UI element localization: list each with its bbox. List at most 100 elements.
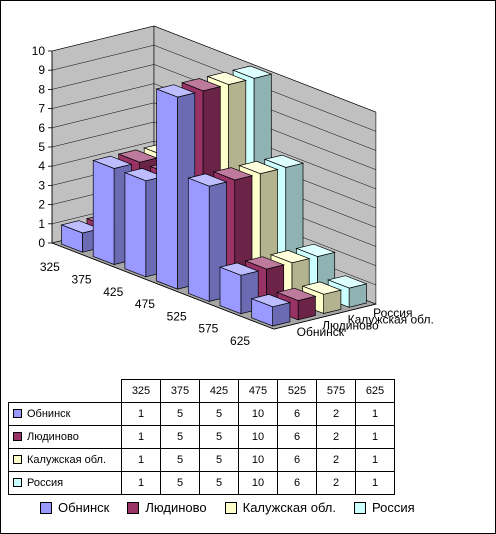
gridline <box>51 83 376 170</box>
series-axis-tick-label: Обнинск <box>297 325 345 339</box>
table-header-cell: 525 <box>277 379 317 403</box>
bar-front-face <box>251 298 273 327</box>
chart-legend: Обнинск Людиново Калужская обл. Россия <box>40 500 480 515</box>
bars <box>60 65 368 327</box>
value-axis-tick-label: 10 <box>32 44 46 58</box>
table-header-cell: 625 <box>355 379 395 403</box>
value-axis-tick-label: 9 <box>38 63 45 77</box>
table-cell: 1 <box>121 448 161 472</box>
series-axis-tick-label: Людиново <box>322 319 379 333</box>
table-row-label-text: Людиново <box>27 431 79 443</box>
bar-front-face <box>219 266 242 315</box>
table-cell: 1 <box>355 448 395 472</box>
bar-front-face <box>187 177 210 302</box>
table-row-label: Обнинск <box>8 402 122 426</box>
legend-item-label: Обнинск <box>58 500 110 515</box>
value-axis: 0 1 2 3 4 5 6 7 8 9 10 <box>32 44 53 250</box>
bar <box>123 168 165 278</box>
legend-key-icon <box>13 478 22 487</box>
table-cell: 6 <box>277 425 317 449</box>
legend-item-label: Людиново <box>145 500 207 515</box>
category-axis-tick-label: 475 <box>135 297 155 311</box>
value-axis-tick-label: 7 <box>38 102 45 116</box>
bar <box>250 294 292 327</box>
value-axis-tick-label: 2 <box>38 198 45 212</box>
category-axis-tick-label: 625 <box>230 334 250 348</box>
value-axis-tick-label: 5 <box>38 140 45 154</box>
table-header-cell: 375 <box>160 379 200 403</box>
category-axis-tick-label: 575 <box>198 322 218 336</box>
gridline <box>51 64 376 151</box>
table-cell: 6 <box>277 448 317 472</box>
legend-item-label: Россия <box>372 500 415 515</box>
table-corner-cell <box>8 379 122 403</box>
table-header-cell: 475 <box>238 379 278 403</box>
category-axis-tick-label: 325 <box>40 260 60 274</box>
table-header-row: 325 375 425 475 525 575 625 <box>8 379 395 403</box>
legend-item-label: Калужская обл. <box>242 500 336 515</box>
legend-key-icon <box>127 501 140 514</box>
value-axis-tick-label: 1 <box>38 217 45 231</box>
gridline <box>51 102 376 190</box>
table-cell: 6 <box>277 471 317 495</box>
category-axis: 325 375 425 475 525 575 625 <box>40 242 275 348</box>
series-axis-tick-label: Россия <box>373 306 412 320</box>
series-axis-tick-label: Калужская обл. <box>348 312 434 326</box>
legend-item: Калужская обл. <box>224 500 336 515</box>
table-header-cell: 425 <box>199 379 239 403</box>
table-header-cell: 575 <box>316 379 356 403</box>
table-header-cell: 325 <box>121 379 161 403</box>
legend-key-icon <box>40 501 52 514</box>
table-cell: 6 <box>277 402 317 426</box>
table-cell: 5 <box>199 471 239 495</box>
table-row: Обнинск 1 5 5 10 6 2 1 <box>8 402 395 426</box>
table-row-label-text: Калужская обл. <box>27 454 107 466</box>
table-row: Калужская обл. 1 5 5 10 6 2 1 <box>8 448 395 472</box>
table-cell: 1 <box>121 471 161 495</box>
table-cell: 1 <box>355 425 395 449</box>
category-axis-tick-label: 525 <box>167 309 187 323</box>
legend-key-icon <box>13 455 22 464</box>
table-row-label-text: Обнинск <box>27 408 71 420</box>
legend-key-icon <box>224 501 237 514</box>
value-axis-tick-label: 6 <box>38 121 45 135</box>
table-cell: 5 <box>160 448 200 472</box>
category-axis-tick-label: 425 <box>103 285 123 299</box>
table-row: Россия 1 5 5 10 6 2 1 <box>8 471 395 495</box>
table-cell: 5 <box>160 402 200 426</box>
table-cell: 10 <box>238 425 278 449</box>
legend-item: Россия <box>354 500 415 515</box>
value-axis-tick-label: 4 <box>38 159 45 173</box>
table-cell: 5 <box>199 425 239 449</box>
legend-item: Людиново <box>127 500 207 515</box>
table-cell: 2 <box>316 448 356 472</box>
legend-key-icon <box>354 501 366 514</box>
table-cell: 5 <box>160 425 200 449</box>
table-cell: 2 <box>316 471 356 495</box>
legend-key-icon <box>13 409 22 418</box>
table-row-label: Калужская обл. <box>8 448 122 472</box>
bar-front-face <box>92 159 115 266</box>
table-row-label-text: Россия <box>27 477 64 489</box>
table-row-label: Россия <box>8 471 122 495</box>
table-row: Людиново 1 5 5 10 6 2 1 <box>8 425 395 449</box>
table-cell: 5 <box>160 471 200 495</box>
table-cell: 10 <box>238 448 278 472</box>
bar-front-face <box>124 172 147 278</box>
bar-front-face <box>61 224 83 253</box>
chart-plot: 0 1 2 3 4 5 6 7 8 9 10 325 375 425 475 525 575 625 Обнинск… <box>32 25 434 348</box>
value-axis-tick-label: 8 <box>38 82 45 96</box>
value-axis-tick-label: 3 <box>38 178 45 192</box>
table-cell: 1 <box>355 402 395 426</box>
table-cell: 2 <box>316 425 356 449</box>
bar-front-face <box>156 88 178 290</box>
series-axis-line <box>273 303 376 330</box>
gridline <box>51 44 376 132</box>
table-cell: 10 <box>238 402 278 426</box>
legend-key-icon <box>13 432 22 441</box>
legend-item: Обнинск <box>40 500 109 515</box>
category-axis-line <box>51 242 275 330</box>
table-cell: 2 <box>316 402 356 426</box>
table-row-label: Людиново <box>8 425 122 449</box>
